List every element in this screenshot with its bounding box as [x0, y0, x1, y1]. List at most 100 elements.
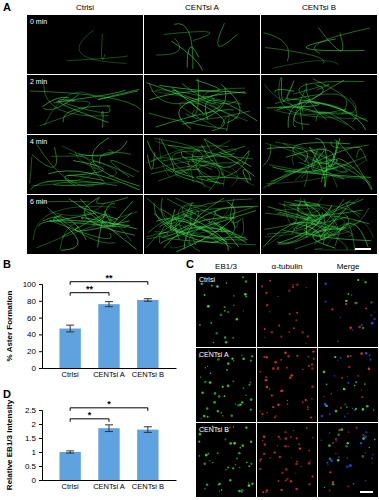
staining-texture: [354, 409, 357, 412]
staining-texture: [239, 447, 241, 449]
plot-area: [59, 425, 158, 480]
microtubule-texture: [175, 172, 188, 178]
staining-texture: [280, 359, 282, 361]
microtubule-texture: [292, 153, 351, 169]
staining-texture: [259, 371, 261, 373]
staining-texture: [357, 375, 359, 377]
microtubule-texture: [221, 84, 240, 122]
staining-texture: [281, 390, 283, 392]
microtubule-texture: [80, 199, 111, 227]
staining-texture: [262, 440, 263, 441]
staining-texture: [293, 327, 295, 329]
microtubule-texture: [284, 201, 308, 205]
staining-texture: [327, 462, 329, 464]
y-tick: 0.5: [25, 462, 42, 471]
microtubule-texture: [171, 209, 178, 231]
microtubule-texture: [78, 141, 127, 156]
microtubule-texture: [230, 199, 241, 223]
staining-texture: [335, 440, 337, 442]
staining-texture: [225, 341, 227, 343]
significance-label: **: [86, 284, 94, 294]
staining-texture: [219, 490, 220, 491]
staining-texture: [345, 300, 347, 302]
staining-texture: [307, 406, 309, 408]
error-bar-cap: [144, 426, 152, 427]
staining-texture: [250, 463, 252, 465]
y-tick: 0: [32, 364, 42, 373]
y-tick-label: 1.5: [25, 434, 37, 443]
staining-texture: [302, 401, 304, 403]
staining-texture: [346, 465, 349, 468]
staining-texture: [205, 367, 206, 368]
microtubule-texture: [316, 112, 355, 130]
staining-texture: [288, 446, 289, 447]
staining-texture: [274, 361, 277, 364]
staining-texture: [245, 280, 247, 282]
staining-texture: [321, 440, 322, 441]
staining-texture: [289, 377, 291, 379]
microtubule-texture: [151, 91, 220, 108]
staining-texture: [243, 310, 244, 311]
micrograph-background: [196, 273, 256, 347]
y-tick-mark: [39, 351, 42, 352]
microtubule-texture: [192, 228, 237, 236]
staining-texture: [250, 398, 253, 401]
microtubule-texture: [304, 199, 331, 219]
staining-texture: [334, 356, 336, 358]
y-axis-title: % Aster Formation: [5, 290, 14, 361]
row-label: Ctrlsi: [199, 276, 215, 283]
staining-texture: [279, 456, 281, 458]
microtubule-texture: [164, 238, 256, 245]
micrograph: 0 min: [27, 15, 143, 74]
staining-texture: [241, 401, 243, 403]
microtubule-texture: [264, 84, 354, 113]
staining-texture: [361, 389, 362, 390]
micrograph-background: [257, 348, 317, 422]
microtubule-texture: [281, 77, 293, 100]
staining-texture: [203, 415, 206, 418]
microtubule-texture: [273, 61, 339, 69]
staining-texture: [355, 427, 358, 430]
staining-texture: [295, 463, 297, 465]
microtubule-texture: [267, 197, 322, 245]
micrograph: [257, 423, 317, 497]
micrograph-background: [318, 348, 378, 422]
error-bar-cap: [66, 453, 74, 454]
error-bar-cap: [144, 298, 152, 299]
y-axis-line: [39, 411, 43, 481]
y-tick-label: 40: [27, 330, 36, 339]
staining-texture: [236, 318, 238, 320]
micrograph: 4 min: [27, 135, 143, 194]
staining-texture: [210, 372, 212, 374]
microtubule-texture: [172, 88, 202, 113]
micrograph-background: [318, 423, 378, 497]
microtubule-texture: [101, 111, 103, 127]
staining-texture: [337, 459, 339, 461]
staining-texture: [239, 403, 241, 405]
microtubule-texture: [30, 180, 117, 189]
column-header: EB1/3: [215, 262, 237, 271]
micrograph-background: [144, 195, 260, 254]
staining-texture: [213, 342, 215, 344]
microtubule-texture: [188, 149, 213, 189]
staining-texture: [233, 442, 236, 445]
microtubule-texture: [146, 198, 178, 235]
microtubule-texture: [178, 203, 195, 245]
staining-texture: [220, 412, 222, 414]
staining-texture: [302, 369, 303, 370]
staining-texture: [217, 411, 218, 412]
y-tick: 2: [32, 420, 42, 429]
y-tick-mark: [39, 424, 42, 425]
staining-texture: [311, 398, 313, 400]
staining-texture: [374, 439, 376, 441]
y-tick: 60: [27, 314, 42, 323]
staining-texture: [368, 368, 370, 370]
micrograph-background: [144, 75, 260, 134]
microtubule-texture: [214, 206, 257, 217]
staining-texture: [199, 324, 201, 326]
staining-texture: [337, 433, 340, 436]
staining-texture: [241, 491, 242, 492]
error-bar-stem: [109, 302, 110, 307]
staining-texture: [251, 483, 253, 485]
staining-texture: [285, 437, 288, 440]
